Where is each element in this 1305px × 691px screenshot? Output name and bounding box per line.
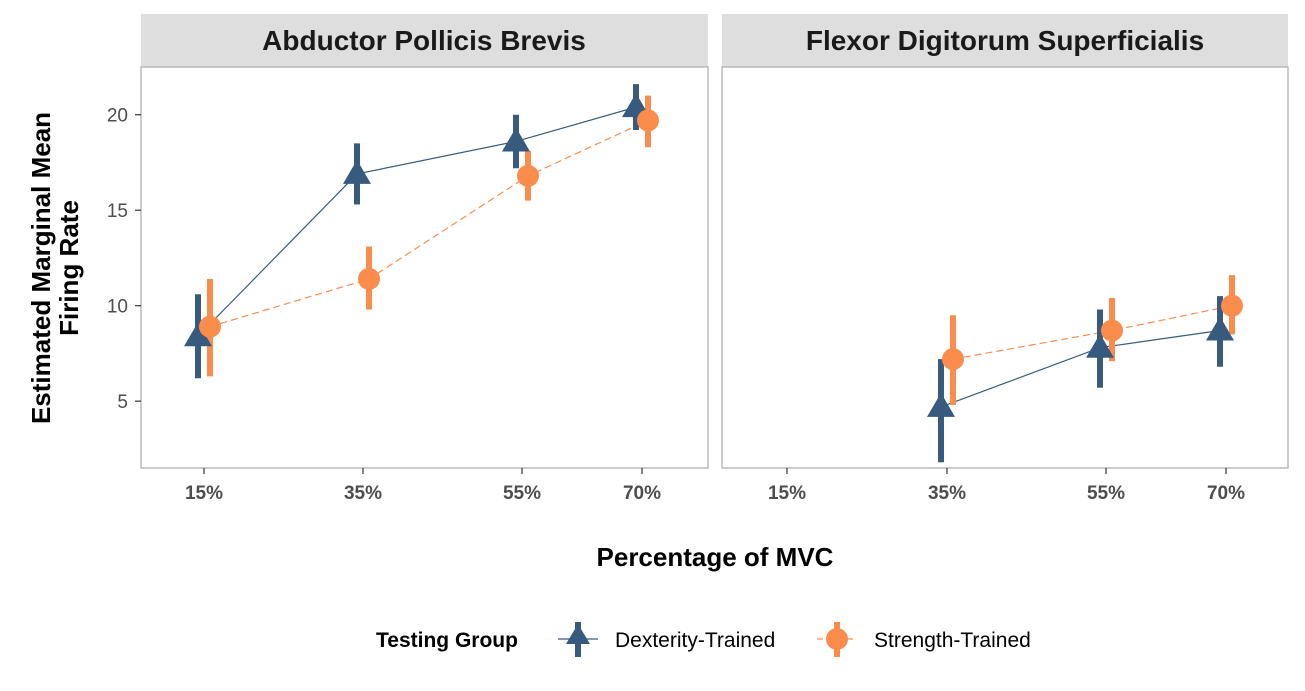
x-tick-label: 35%: [344, 483, 382, 504]
x-tick-label: 55%: [1087, 483, 1125, 504]
legend: Testing Group Dexterity-Trained Strength…: [376, 622, 1031, 657]
x-tick-label: 55%: [503, 483, 541, 504]
facet-title-right: Flexor Digitorum Superficialis: [806, 25, 1204, 56]
series-line-strength: [209, 119, 649, 328]
legend-title: Testing Group: [376, 629, 518, 652]
facet-title-left: Abductor Pollicis Brevis: [262, 25, 586, 56]
series-layer: [184, 84, 1243, 463]
x-tick-label: 70%: [623, 483, 661, 504]
data-point-triangle: [184, 322, 212, 347]
data-point-triangle: [502, 127, 530, 152]
axis-ticks: 5 10 15 20 15% 35% 55% 70% 15% 35% 55% 70%: [107, 106, 1245, 504]
y-axis-title-line2: Firing Rate: [54, 200, 84, 336]
legend-label-dexterity: Dexterity-Trained: [615, 629, 775, 652]
facet-strip-right: [722, 14, 1288, 67]
data-point-circle: [1101, 319, 1123, 342]
y-axis-title-line1: Estimated Marginal Mean: [26, 112, 56, 424]
y-tick-label: 15: [107, 201, 128, 222]
series-line-strength: [952, 305, 1233, 360]
data-point-circle: [637, 109, 659, 132]
y-tick-label: 10: [107, 297, 128, 318]
data-point-circle: [942, 348, 964, 371]
legend-key-dexterity: [558, 622, 598, 657]
data-point-triangle: [1206, 316, 1234, 341]
y-tick-label: 5: [117, 392, 128, 413]
x-tick-label: 35%: [928, 483, 966, 504]
data-point-circle: [517, 164, 539, 187]
x-tick-label: 15%: [768, 483, 806, 504]
x-tick-label: 70%: [1207, 483, 1245, 504]
data-point-triangle: [1086, 333, 1114, 358]
panel-left: [140, 66, 709, 469]
panel-right: [721, 66, 1289, 469]
data-point-triangle: [927, 392, 955, 417]
x-tick-label: 15%: [185, 483, 223, 504]
legend-key-strength: [817, 622, 857, 657]
legend-label-strength: Strength-Trained: [874, 629, 1031, 652]
data-point-circle: [1221, 294, 1243, 317]
y-tick-label: 20: [107, 106, 128, 127]
facet-strip-left: [141, 14, 708, 67]
legend-circle-icon: [826, 628, 848, 650]
legend-triangle-icon: [566, 624, 590, 644]
y-axis-title: Estimated Marginal Mean Firing Rate: [26, 112, 84, 424]
series-line-dexterity: [197, 106, 637, 337]
x-axis-title: Percentage of MVC: [597, 542, 834, 572]
data-point-circle: [199, 315, 221, 338]
data-point-triangle: [343, 159, 371, 184]
data-point-circle: [358, 267, 380, 290]
